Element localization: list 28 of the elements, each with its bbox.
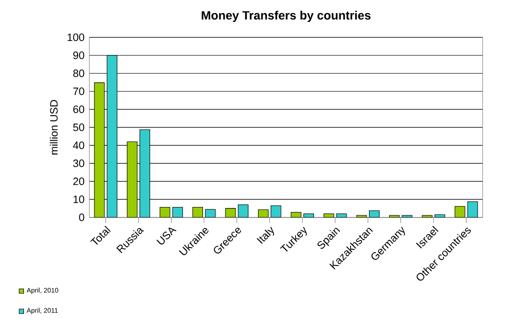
bar: [106, 55, 118, 218]
bar: [454, 206, 466, 218]
x-tick-label: Italy: [256, 226, 274, 244]
y-tick-label: 10: [74, 196, 84, 204]
bar: [467, 202, 478, 218]
bar: [160, 207, 170, 218]
y-tick-label: 70: [73, 88, 84, 96]
y-tick-label: 40: [73, 142, 84, 150]
bar: [172, 207, 183, 218]
bar: [238, 204, 248, 218]
bar: [225, 208, 236, 218]
y-tick-label: 90: [73, 52, 84, 60]
y-tick-label: 100: [68, 34, 84, 42]
bar: [290, 212, 302, 218]
y-tick-label: 30: [73, 160, 84, 168]
y-tick-label: 50: [73, 124, 84, 132]
bar: [258, 209, 269, 218]
bar: [140, 130, 150, 218]
y-tick-label: 20: [73, 178, 84, 186]
y-tick-label: 80: [73, 70, 84, 78]
y-tick-label: 60: [73, 106, 84, 114]
y-tick-label: 0: [79, 214, 84, 222]
bar: [192, 207, 203, 218]
x-tick-label: USA: [156, 228, 177, 245]
chart-title: Money Transfers by countries: [202, 10, 371, 22]
bar: [324, 214, 334, 218]
y-axis-title: million USD: [50, 100, 58, 155]
bar: [205, 210, 216, 218]
